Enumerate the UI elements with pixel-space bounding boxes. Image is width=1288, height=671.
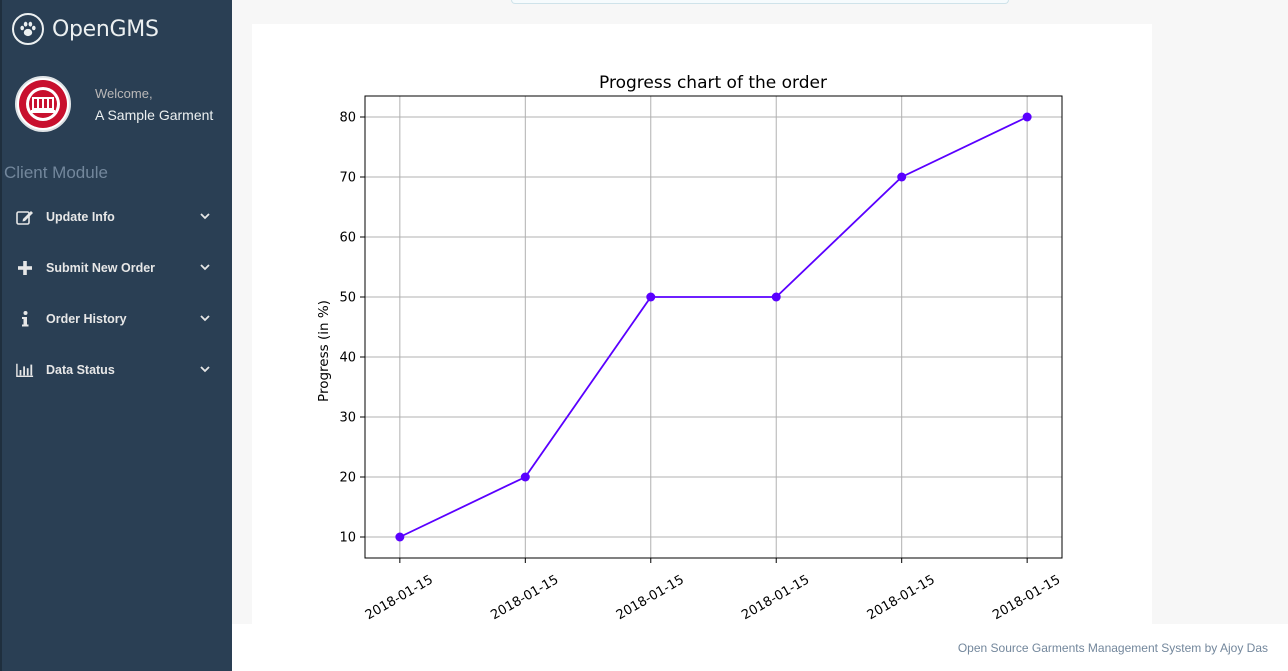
paw-icon [12, 13, 44, 45]
sidebar-item-order-history[interactable]: Order History [2, 293, 232, 344]
chart-frame [364, 95, 1063, 559]
university-seal-icon [19, 80, 67, 128]
avatar [15, 76, 71, 132]
y-tick-label: 50 [339, 291, 356, 306]
y-tick-label: 20 [339, 471, 356, 486]
chevron-down-icon [199, 211, 211, 223]
progress-chart: Progress chart of the order Progress (in… [316, 73, 1063, 624]
series-line [399, 116, 1028, 538]
x-tick-label: 2018-01-15 [363, 572, 436, 623]
x-tick-label: 2018-01-15 [488, 572, 561, 623]
sidebar-item-label: Update Info [46, 209, 115, 224]
sidebar: OpenGMS Welcome, A Sample Garment Client… [0, 0, 232, 671]
sidebar-menu: Update Info Submit New Order [2, 191, 232, 395]
y-tick-label: 80 [339, 111, 356, 126]
sidebar-item-data-status[interactable]: Data Status [2, 344, 232, 395]
x-tick-label: 2018-01-15 [614, 572, 687, 623]
y-tick-label: 70 [339, 171, 356, 186]
data-point [1022, 112, 1032, 122]
info-icon [16, 310, 34, 328]
chevron-down-icon [199, 262, 211, 274]
y-tick-label: 10 [339, 531, 356, 546]
chart-y-axis-label: Progress (in %) [316, 300, 332, 402]
edit-icon [16, 208, 34, 226]
user-name: A Sample Garment [95, 106, 214, 123]
sidebar-item-label: Data Status [46, 362, 115, 377]
top-notice-strip [511, 0, 1009, 4]
chart-ticks: 2018-01-15 2018-01-15 2018-01-15 2018-01-15… [339, 111, 1063, 624]
sidebar-item-submit-new-order[interactable]: Submit New Order [2, 242, 232, 293]
brand-title: OpenGMS [52, 16, 159, 42]
chevron-down-icon [199, 313, 211, 325]
sidebar-item-label: Order History [46, 311, 127, 326]
footer-text: Open Source Garments Management System b… [957, 641, 1268, 655]
chart-title: Progress chart of the order [599, 73, 827, 93]
plus-icon [16, 259, 34, 277]
sidebar-item-label: Submit New Order [46, 260, 156, 275]
data-point [771, 292, 781, 302]
x-tick-label: 2018-01-15 [990, 572, 1063, 623]
bar-chart-icon [16, 361, 34, 379]
data-point [646, 292, 656, 302]
data-point [395, 532, 405, 542]
y-tick-label: 30 [339, 411, 356, 426]
y-tick-label: 40 [339, 351, 356, 366]
sidebar-item-update-info[interactable]: Update Info [2, 191, 232, 242]
data-point [520, 472, 530, 482]
profile: Welcome, A Sample Garment [15, 76, 213, 132]
y-tick-label: 60 [339, 231, 356, 246]
data-point [897, 172, 907, 182]
chart-marks [395, 112, 1032, 542]
x-tick-label: 2018-01-15 [739, 572, 812, 623]
welcome-text: Welcome, [95, 85, 153, 101]
footer [232, 624, 1288, 671]
chart-panel [252, 24, 1152, 624]
menu-section-title: Client Module [4, 163, 108, 182]
chevron-down-icon [199, 364, 211, 376]
chart-grid [365, 96, 1062, 558]
x-tick-label: 2018-01-15 [865, 572, 938, 623]
brand-link[interactable]: OpenGMS [12, 11, 159, 47]
